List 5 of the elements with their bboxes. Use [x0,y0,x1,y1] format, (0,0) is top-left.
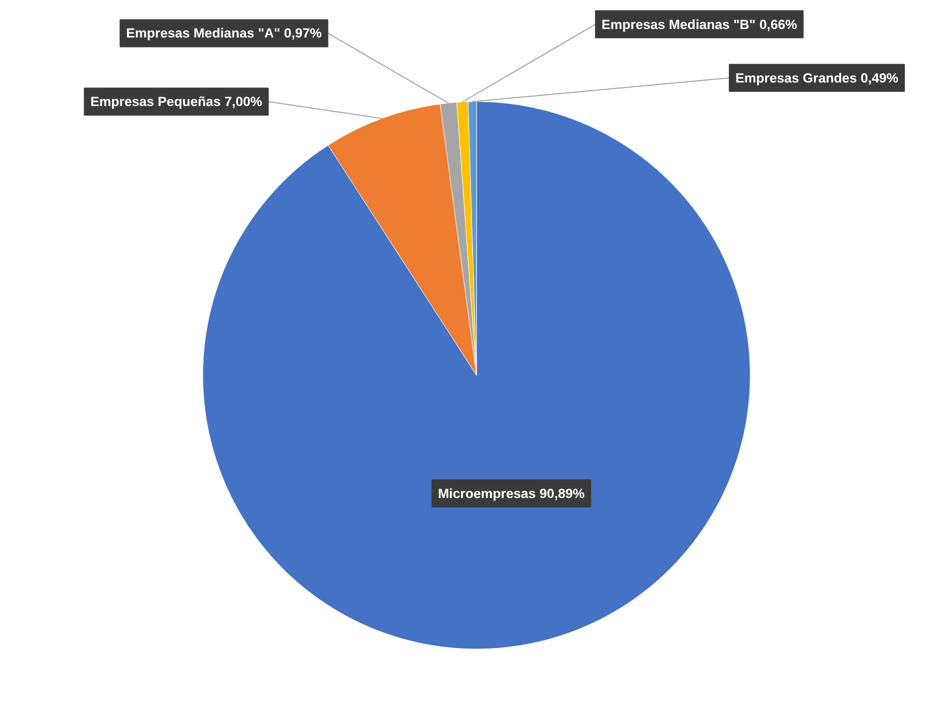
slice-label: Empresas Medianas "B" 0,66% [602,16,798,32]
slice-label: Microempresas 90,89% [438,486,585,501]
slice-label: Empresas Pequeñas 7,00% [90,94,262,110]
slice-label: Empresas Medianas "A" 0,97% [126,26,322,41]
slice-label: Empresas Grandes 0,49% [735,70,899,86]
